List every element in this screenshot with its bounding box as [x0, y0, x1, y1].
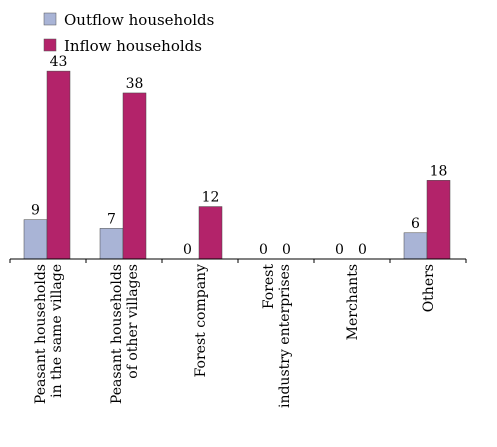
category-label-3-0: Forest — [261, 264, 277, 310]
value-label-outflow-1: 7 — [107, 211, 116, 227]
category-label-0-0: Peasant households — [33, 264, 49, 404]
legend-swatch-0 — [43, 12, 57, 26]
legend-label-0: Outflow households — [64, 11, 214, 29]
bar-outflow-0 — [23, 219, 48, 260]
bars — [23, 70, 451, 260]
value-label-outflow-2: 0 — [183, 242, 192, 258]
bar-outflow-1 — [99, 228, 124, 260]
category-label-1-1: of other villages — [125, 264, 141, 379]
value-label-inflow-4: 0 — [358, 242, 367, 258]
value-label-outflow-0: 9 — [31, 203, 40, 219]
category-label-1-0: Peasant households — [109, 264, 125, 404]
legend-label-1: Inflow households — [64, 37, 202, 55]
x-ticks — [9, 259, 467, 263]
value-label-outflow-5: 6 — [411, 216, 420, 232]
category-label-2-0: Forest company — [193, 264, 209, 377]
bar-inflow-2 — [198, 206, 223, 260]
bar-inflow-0 — [46, 70, 71, 260]
legend-swatch-1 — [43, 38, 57, 52]
category-label-3-1: industry enterprises — [277, 264, 293, 408]
value-label-inflow-0: 43 — [50, 54, 68, 70]
value-label-inflow-3: 0 — [282, 242, 291, 258]
value-label-inflow-2: 12 — [202, 190, 220, 206]
value-label-outflow-4: 0 — [335, 242, 344, 258]
category-label-0-1: in the same village — [49, 264, 65, 398]
value-label-inflow-5: 18 — [430, 163, 448, 179]
bar-outflow-5 — [403, 232, 428, 260]
bar-inflow-1 — [122, 92, 147, 260]
bar-inflow-5 — [426, 180, 451, 260]
value-label-inflow-1: 38 — [126, 76, 144, 92]
category-label-4-0: Merchants — [345, 264, 361, 340]
value-label-outflow-3: 0 — [259, 242, 268, 258]
category-label-5-0: Others — [421, 264, 437, 312]
category-labels: Peasant households in the same village Pea… — [33, 264, 437, 408]
legend: Outflow households Inflow households — [43, 11, 214, 55]
